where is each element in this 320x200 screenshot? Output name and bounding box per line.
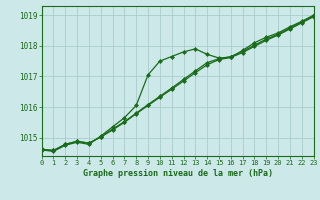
X-axis label: Graphe pression niveau de la mer (hPa): Graphe pression niveau de la mer (hPa) <box>83 169 273 178</box>
